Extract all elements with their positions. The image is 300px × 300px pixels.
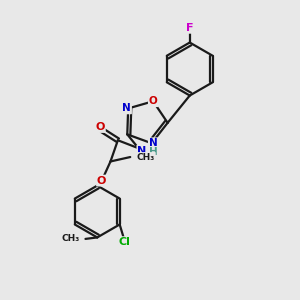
Text: Cl: Cl bbox=[119, 237, 130, 247]
Text: O: O bbox=[95, 122, 105, 132]
Text: H: H bbox=[149, 147, 158, 157]
Text: O: O bbox=[97, 176, 106, 186]
Text: N: N bbox=[149, 138, 158, 148]
Text: N: N bbox=[137, 146, 147, 156]
Text: N: N bbox=[122, 103, 131, 113]
Text: O: O bbox=[149, 96, 158, 106]
Text: CH₃: CH₃ bbox=[61, 234, 80, 243]
Text: CH₃: CH₃ bbox=[137, 152, 155, 161]
Text: F: F bbox=[186, 23, 194, 33]
